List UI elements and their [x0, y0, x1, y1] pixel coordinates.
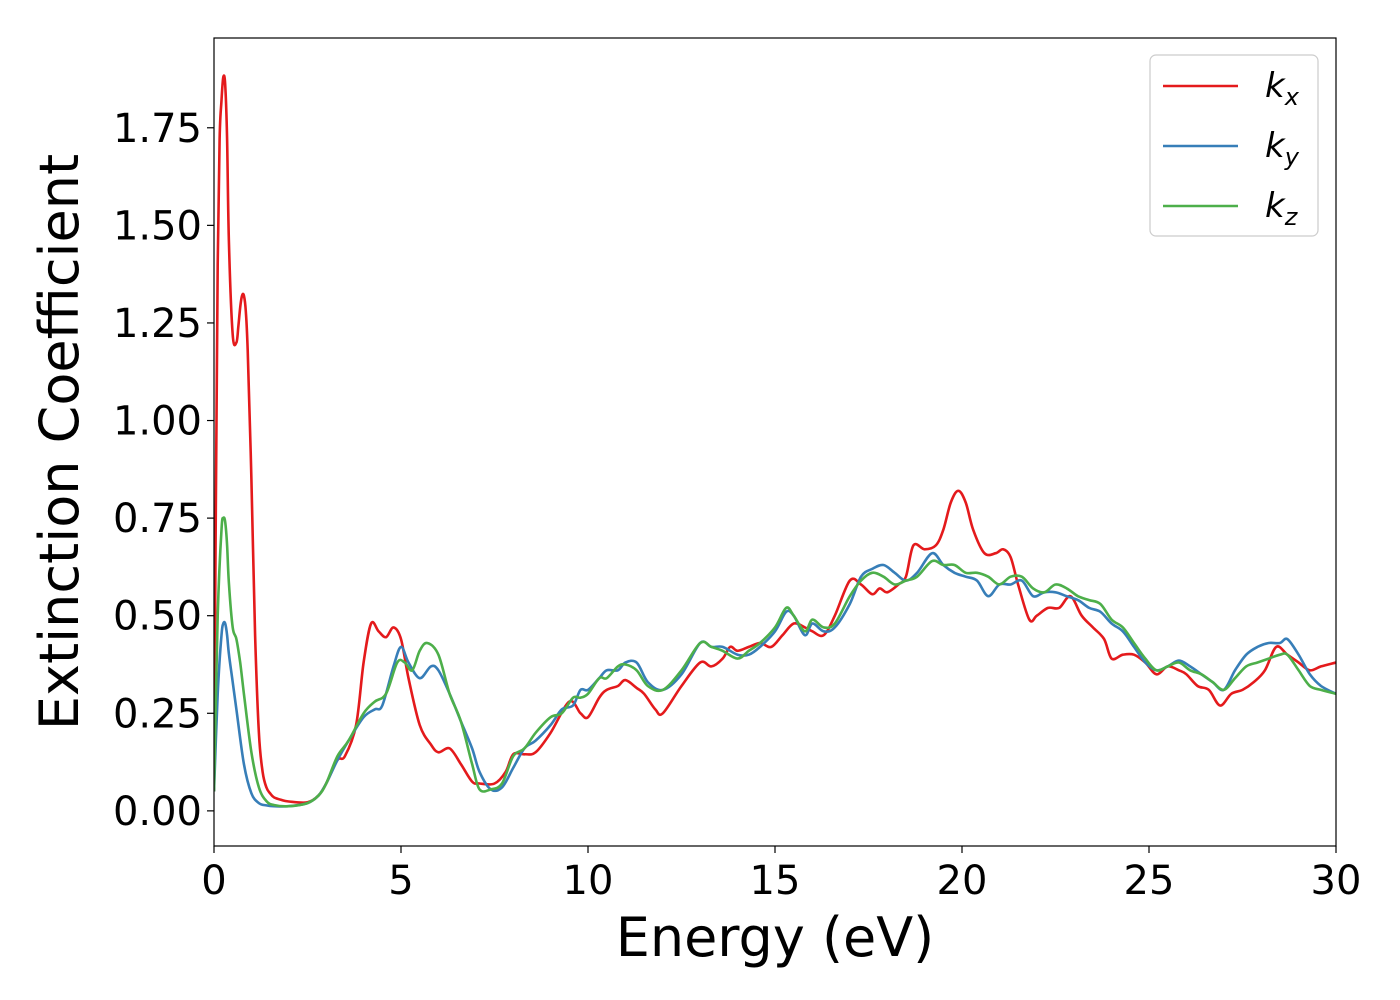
x-axis-title: Energy (eV) — [616, 906, 935, 969]
y-tick-label: 0.25 — [113, 691, 202, 737]
x-tick-label: 30 — [1311, 858, 1362, 904]
y-axis: 0.00 0.25 0.50 0.75 1.00 1.25 1.50 1.75 — [113, 106, 214, 835]
x-tick-label: 5 — [388, 858, 413, 904]
legend-label-z: kz — [1265, 186, 1299, 231]
series-layer — [214, 74, 1336, 808]
y-tick-label: 0.00 — [113, 789, 202, 835]
y-axis-title: Extinction Coefficient — [28, 154, 91, 730]
y-tick-label: 0.50 — [113, 594, 202, 640]
series-line-x — [214, 74, 1336, 804]
x-tick-label: 10 — [563, 858, 614, 904]
y-tick-label: 1.25 — [113, 301, 202, 347]
y-tick-label: 1.00 — [113, 399, 202, 445]
plot-area — [214, 38, 1336, 846]
legend-label-y: ky — [1265, 126, 1300, 171]
x-axis: 0 5 10 15 20 25 30 — [201, 846, 1361, 904]
x-tick-label: 0 — [201, 858, 226, 904]
x-tick-label: 15 — [750, 858, 801, 904]
legend: kx ky kz — [1149, 54, 1319, 237]
y-tick-label: 1.50 — [113, 203, 202, 249]
y-tick-label: 0.75 — [113, 496, 202, 542]
legend-label-x: kx — [1265, 66, 1300, 111]
y-tick-label: 1.75 — [113, 106, 202, 152]
x-tick-label: 20 — [937, 858, 988, 904]
series-line-z — [214, 516, 1336, 808]
x-tick-label: 25 — [1124, 858, 1175, 904]
